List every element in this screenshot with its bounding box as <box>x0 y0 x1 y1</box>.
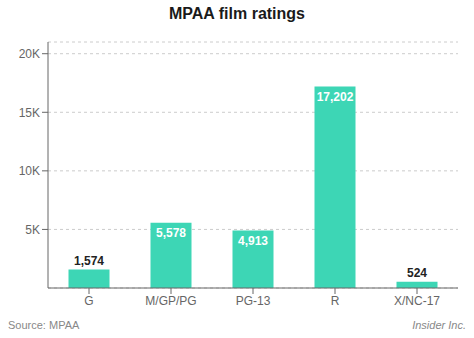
svg-text:15K: 15K <box>19 106 40 120</box>
html-text:Source: MPAA: Source: MPAA <box>8 319 80 331</box>
svg-text:1,574: 1,574 <box>74 254 104 268</box>
svg-text:4,913: 4,913 <box>238 234 268 248</box>
svg-text:17,202: 17,202 <box>317 90 354 104</box>
svg-text:X/NC-17: X/NC-17 <box>394 294 440 308</box>
svg-text:PG-13: PG-13 <box>236 294 271 308</box>
svg-text:G: G <box>84 294 93 308</box>
svg-text:524: 524 <box>407 266 427 280</box>
svg-text:10K: 10K <box>19 164 40 178</box>
svg-text:20K: 20K <box>19 47 40 61</box>
html-text:MPAA film ratings: MPAA film ratings <box>169 5 305 22</box>
svg-text:M/GP/PG: M/GP/PG <box>145 294 196 308</box>
svg-text:5K: 5K <box>25 223 40 237</box>
html-text:Insider Inc.: Insider Inc. <box>412 319 466 331</box>
svg-text:5,578: 5,578 <box>156 226 186 240</box>
svg-text:R: R <box>331 294 340 308</box>
